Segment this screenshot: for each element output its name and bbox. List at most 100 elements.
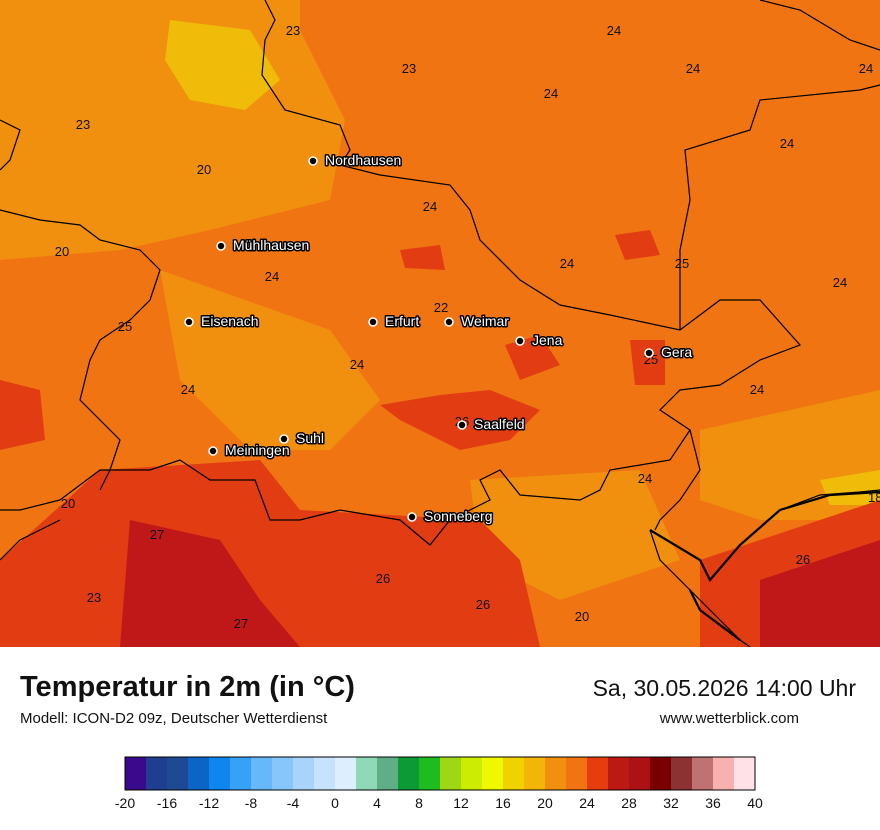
value-label: 20 bbox=[61, 496, 75, 511]
value-label: 23 bbox=[87, 590, 101, 605]
value-label: 20 bbox=[197, 162, 211, 177]
tick-label: 40 bbox=[747, 795, 763, 811]
city-marker bbox=[515, 336, 525, 346]
value-label: 24 bbox=[560, 256, 574, 271]
value-label: 26 bbox=[376, 571, 390, 586]
warm-area-thuringian-forest bbox=[160, 270, 380, 450]
tick-label: 4 bbox=[373, 795, 381, 811]
temperature-map: 23 24 23 24 24 24 23 24 20 24 20 24 24 2… bbox=[0, 0, 880, 647]
color-swatch bbox=[587, 757, 609, 790]
city-meiningen[interactable]: Meiningen bbox=[208, 441, 291, 460]
very-hot-area-southeast bbox=[760, 540, 880, 647]
color-scale-frame bbox=[124, 756, 756, 791]
city-gera[interactable]: Gera bbox=[644, 343, 694, 362]
color-swatch bbox=[524, 757, 546, 790]
tick-label: -12 bbox=[199, 795, 219, 811]
city-label: Weimar bbox=[461, 313, 509, 329]
value-label: 24 bbox=[423, 199, 437, 214]
value-label: 20 bbox=[55, 244, 69, 259]
color-swatch bbox=[713, 757, 735, 790]
city-saalfeld[interactable]: Saalfeld bbox=[457, 415, 526, 434]
temperature-values: 23 24 23 24 24 24 23 24 20 24 20 24 24 2… bbox=[55, 23, 880, 631]
hot-area-jena bbox=[505, 335, 560, 380]
tick-label: 12 bbox=[453, 795, 469, 811]
hot-area-center bbox=[400, 245, 445, 270]
city-marker bbox=[368, 317, 378, 327]
color-swatch bbox=[146, 757, 168, 790]
value-label: 20 bbox=[575, 609, 589, 624]
city-marker bbox=[644, 348, 654, 358]
tick-label: 32 bbox=[663, 795, 679, 811]
color-swatch bbox=[629, 757, 651, 790]
color-swatch bbox=[377, 757, 399, 790]
value-label: 24 bbox=[638, 471, 652, 486]
value-label: 27 bbox=[234, 616, 248, 631]
color-swatch bbox=[419, 757, 441, 790]
value-label: 18 bbox=[868, 490, 880, 505]
city-erfurt[interactable]: Erfurt bbox=[368, 312, 421, 331]
color-swatch bbox=[692, 757, 714, 790]
value-label: 23 bbox=[402, 61, 416, 76]
tick-label: 20 bbox=[537, 795, 553, 811]
color-swatch bbox=[209, 757, 231, 790]
value-label: 25 bbox=[118, 319, 132, 334]
tick-label: -4 bbox=[287, 795, 300, 811]
value-label: 26 bbox=[476, 597, 490, 612]
value-label: 24 bbox=[780, 136, 794, 151]
value-label: 23 bbox=[76, 117, 90, 132]
borders bbox=[0, 0, 880, 647]
city-marker bbox=[444, 317, 454, 327]
city-eisenach[interactable]: Eisenach bbox=[184, 312, 260, 331]
tick-label: -16 bbox=[157, 795, 177, 811]
value-label: 27 bbox=[150, 527, 164, 542]
value-label: 26 bbox=[796, 552, 810, 567]
city-weimar[interactable]: Weimar bbox=[444, 312, 511, 331]
color-swatch bbox=[440, 757, 462, 790]
city-label: Nordhausen bbox=[325, 152, 401, 168]
city-suhl[interactable]: Suhl bbox=[279, 429, 326, 448]
tick-label: 8 bbox=[415, 795, 423, 811]
value-label: 24 bbox=[544, 86, 558, 101]
city-label: Meiningen bbox=[225, 442, 290, 458]
color-scale-svg: -20 -16 -12 -8 -4 0 4 8 12 16 20 24 28 3… bbox=[115, 756, 763, 811]
value-label: 22 bbox=[434, 300, 448, 315]
city-nordhausen[interactable]: Nordhausen bbox=[308, 151, 403, 170]
color-swatch bbox=[650, 757, 672, 790]
map-canvas: 23 24 23 24 24 24 23 24 20 24 20 24 24 2… bbox=[0, 0, 880, 647]
hot-area-west bbox=[0, 380, 45, 450]
color-swatch bbox=[314, 757, 336, 790]
city-marker bbox=[216, 241, 226, 251]
color-swatch bbox=[671, 757, 693, 790]
value-label: 24 bbox=[265, 269, 279, 284]
tick-label: 28 bbox=[621, 795, 637, 811]
cool-area-east bbox=[820, 470, 880, 505]
color-swatch bbox=[608, 757, 630, 790]
hot-area-east bbox=[615, 230, 660, 260]
warm-area-south bbox=[470, 470, 680, 600]
city-label: Saalfeld bbox=[474, 416, 525, 432]
hot-area-saale-valley bbox=[380, 390, 540, 450]
city-muehlhausen[interactable]: Mühlhausen bbox=[216, 236, 311, 255]
value-label: 24 bbox=[607, 23, 621, 38]
city-jena[interactable]: Jena bbox=[515, 331, 564, 350]
color-swatch bbox=[356, 757, 378, 790]
national-border bbox=[649, 490, 880, 641]
hot-area-gera bbox=[630, 340, 665, 385]
city-label: Gera bbox=[661, 344, 692, 360]
city-label: Jena bbox=[532, 332, 563, 348]
color-swatch bbox=[461, 757, 483, 790]
color-swatch bbox=[566, 757, 588, 790]
color-swatch bbox=[167, 757, 189, 790]
value-label: 24 bbox=[833, 275, 847, 290]
cool-area-harz bbox=[165, 20, 280, 110]
value-label: 24 bbox=[686, 61, 700, 76]
city-marker bbox=[308, 156, 318, 166]
value-label: 24 bbox=[750, 382, 764, 397]
city-label: Sonneberg bbox=[424, 508, 493, 524]
city-label: Suhl bbox=[296, 430, 324, 446]
tick-label: 0 bbox=[331, 795, 339, 811]
map-footer: Temperatur in 2m (in °C) Modell: ICON-D2… bbox=[0, 647, 880, 830]
website-link[interactable]: www.wetterblick.com bbox=[659, 710, 799, 727]
color-swatch bbox=[125, 757, 147, 790]
city-sonneberg[interactable]: Sonneberg bbox=[407, 507, 494, 526]
